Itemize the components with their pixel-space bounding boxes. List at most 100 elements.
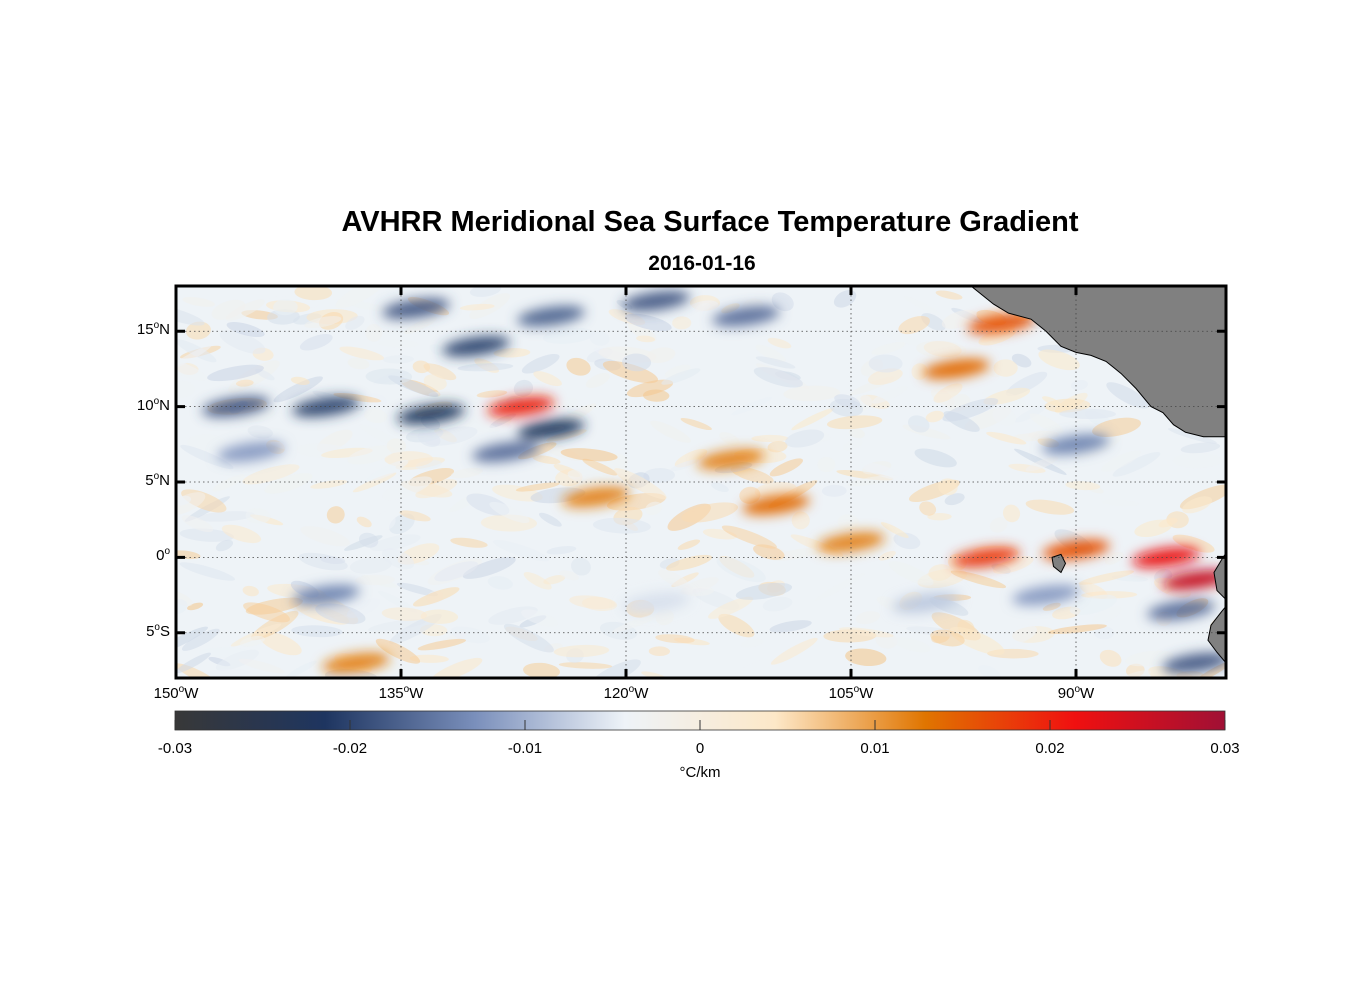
texture-blob <box>845 648 887 667</box>
texture-blob <box>299 334 333 351</box>
texture-blob <box>459 303 495 311</box>
map-ticks <box>174 286 1226 678</box>
texture-blob <box>187 602 204 611</box>
gradient-feature <box>742 494 810 515</box>
texture-blob <box>235 379 254 387</box>
texture-blob <box>358 532 379 548</box>
gradient-feature <box>697 449 765 470</box>
texture-blob <box>187 434 227 452</box>
colorbar-tick-label: -0.02 <box>332 740 368 757</box>
texture-blob <box>492 539 550 562</box>
texture-blob <box>179 528 235 542</box>
gradient-feature <box>397 404 465 425</box>
texture-blob <box>590 659 641 678</box>
texture-blob <box>1104 551 1124 565</box>
texture-blob <box>420 609 459 624</box>
texture-blob <box>581 596 618 612</box>
texture-blob <box>215 539 234 552</box>
texture-blob <box>731 397 772 416</box>
texture-blob <box>877 329 926 347</box>
texture-blob <box>412 587 460 607</box>
texture-blob <box>558 662 613 669</box>
texture-blob <box>1180 442 1221 454</box>
texture-blob <box>366 459 409 482</box>
texture-blob <box>755 356 796 369</box>
gradient-feature <box>1162 569 1226 591</box>
texture-blob <box>176 626 209 655</box>
texture-blob <box>197 511 255 522</box>
texture-blob <box>176 652 211 674</box>
texture-blob <box>347 445 395 465</box>
texture-blob <box>817 456 836 473</box>
colorbar-tick-label: 0.03 <box>1210 740 1240 757</box>
texture-blob <box>381 548 415 570</box>
texture-blob <box>219 330 266 354</box>
texture-blob <box>1025 456 1059 472</box>
texture-blob <box>999 624 1037 646</box>
texture-blob <box>285 660 317 678</box>
texture-blob <box>935 290 963 300</box>
texture-blob <box>315 603 366 625</box>
texture-blob <box>489 501 530 524</box>
texture-blob <box>264 473 313 494</box>
texture-blob <box>521 609 559 627</box>
texture-blob <box>670 459 700 472</box>
texture-blob <box>666 554 713 571</box>
texture-blob <box>880 522 909 538</box>
texture-blob <box>754 481 797 499</box>
texture-blob <box>523 662 560 678</box>
texture-blob <box>783 385 841 402</box>
texture-blob <box>672 316 692 330</box>
gradient-feature <box>487 396 555 417</box>
texture-blob <box>571 557 591 576</box>
texture-blob <box>542 327 595 344</box>
texture-blob <box>1182 496 1213 514</box>
gradient-feature <box>322 652 390 674</box>
texture-blob <box>916 340 967 359</box>
texture-blob <box>898 315 930 335</box>
texture-blob <box>423 363 457 381</box>
texture-blob <box>941 309 978 329</box>
texture-blob <box>643 468 675 483</box>
colorbar-tick-label: 0.01 <box>860 740 890 757</box>
gradient-feature <box>517 306 585 327</box>
texture-blob <box>1125 650 1175 667</box>
texture-blob <box>871 341 906 355</box>
texture-blob <box>716 556 766 583</box>
texture-blob <box>767 440 788 453</box>
texture-blob <box>445 416 500 433</box>
texture-blob <box>683 586 715 597</box>
texture-blob <box>294 286 333 301</box>
texture-blob <box>950 570 1007 589</box>
texture-blob <box>771 292 794 312</box>
texture-blob <box>919 501 937 516</box>
texture-blob <box>770 637 818 665</box>
texture-blob <box>290 376 310 386</box>
gradient-feature <box>442 336 510 357</box>
texture-blob <box>225 299 265 321</box>
texture-blob <box>320 555 346 565</box>
texture-blob <box>365 368 413 385</box>
texture-blob <box>185 321 211 340</box>
texture-blob <box>992 407 1017 426</box>
texture-blob <box>868 368 903 385</box>
texture-blob <box>1101 499 1140 507</box>
texture-blob <box>375 638 421 664</box>
texture-blob <box>868 354 903 373</box>
texture-blob <box>403 316 437 334</box>
texture-blob <box>642 389 670 402</box>
texture-blob <box>381 607 428 621</box>
texture-blob <box>582 458 618 476</box>
texture-blob <box>708 596 754 619</box>
colorbar-tick-label: 0 <box>695 740 705 757</box>
texture-blob <box>368 619 426 632</box>
gradient-feature <box>1012 584 1080 606</box>
texture-blob <box>914 448 957 468</box>
texture-blob <box>489 413 516 428</box>
land-galapagos <box>1051 553 1067 574</box>
texture-blob <box>1112 451 1161 477</box>
texture-blob <box>839 627 894 638</box>
texture-blob <box>365 323 383 342</box>
texture-blob <box>245 508 271 524</box>
